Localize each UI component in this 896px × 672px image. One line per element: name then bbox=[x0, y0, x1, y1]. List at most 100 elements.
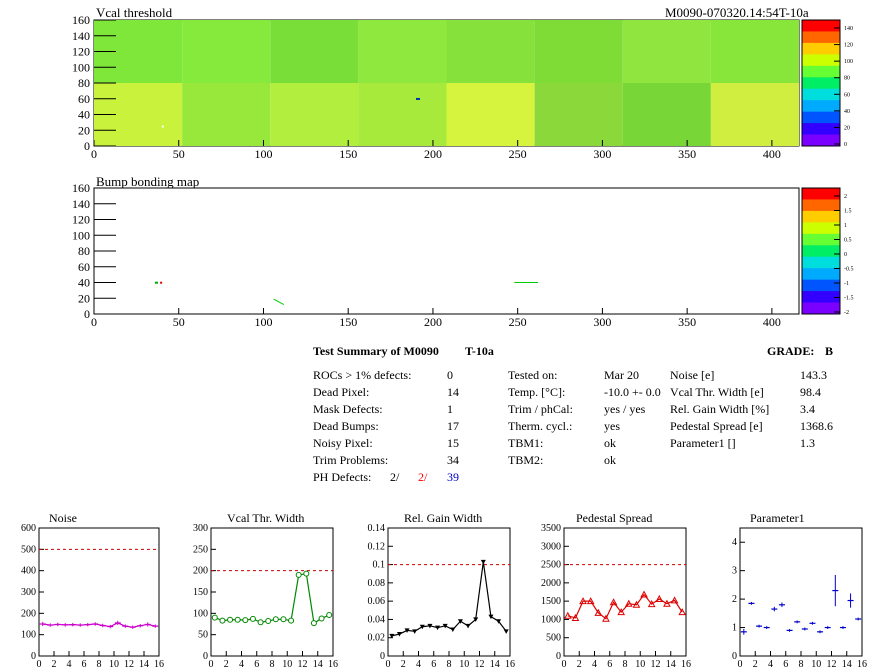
x-tick-label: 2 bbox=[753, 659, 758, 670]
plot-title: Noise bbox=[49, 511, 77, 525]
y-tick-label: 0 bbox=[732, 651, 737, 662]
palette-band bbox=[802, 54, 840, 67]
data-point bbox=[211, 614, 218, 621]
x-tick-label: 8 bbox=[623, 659, 628, 670]
data-point bbox=[450, 627, 456, 632]
data-point bbox=[824, 626, 831, 629]
roc-tile bbox=[446, 20, 535, 83]
roc-tile bbox=[270, 83, 359, 146]
roc-tile bbox=[534, 83, 623, 146]
defect-bump bbox=[160, 281, 163, 284]
data-point bbox=[47, 623, 54, 627]
x-tick-label: 12 bbox=[298, 659, 308, 670]
x-tick-label: 2 bbox=[577, 659, 582, 670]
y-tick-label: 3000 bbox=[541, 541, 561, 552]
plot-title: Rel. Gain Width bbox=[404, 511, 482, 525]
x-tick-label: 6 bbox=[607, 659, 612, 670]
y-tick-label: 160 bbox=[72, 181, 90, 195]
data-point bbox=[640, 590, 648, 598]
y-tick-label: 140 bbox=[72, 29, 90, 43]
x-tick-label: 16 bbox=[154, 659, 164, 670]
data-point bbox=[295, 571, 302, 578]
x-tick-label: 0 bbox=[738, 659, 743, 670]
roc-tile bbox=[182, 20, 271, 83]
y-tick-label: 3500 bbox=[541, 523, 561, 534]
y-tick-label: 0.12 bbox=[368, 541, 386, 552]
y-tick-label: 0.08 bbox=[368, 578, 386, 589]
data-point bbox=[855, 617, 862, 621]
data-point bbox=[129, 625, 136, 629]
x-tick-label: 300 bbox=[593, 147, 611, 161]
x-tick-label: 400 bbox=[763, 147, 781, 161]
data-point bbox=[663, 599, 671, 607]
palette-label: -0.5 bbox=[844, 267, 854, 273]
data-point bbox=[586, 597, 595, 605]
data-point bbox=[39, 621, 46, 627]
palette-band bbox=[802, 31, 840, 44]
x-tick-label: 0 bbox=[37, 659, 42, 670]
x-tick-label: 300 bbox=[593, 315, 611, 329]
plot-title: Vcal Thr. Width bbox=[227, 511, 304, 525]
x-tick-label: 14 bbox=[139, 659, 149, 670]
x-tick-label: 8 bbox=[799, 659, 804, 670]
x-tick-label: 0 bbox=[386, 659, 391, 670]
y-tick-label: 160 bbox=[72, 13, 90, 27]
data-point bbox=[617, 608, 626, 616]
data-point bbox=[503, 629, 509, 634]
data-point bbox=[563, 611, 572, 619]
palette-band bbox=[802, 256, 840, 269]
series-line bbox=[391, 561, 507, 637]
x-tick-label: 2 bbox=[52, 659, 57, 670]
data-point bbox=[678, 608, 687, 616]
y-tick-label: 3 bbox=[732, 566, 737, 577]
y-tick-label: 80 bbox=[78, 244, 90, 258]
roc-tile bbox=[622, 83, 711, 146]
data-point bbox=[442, 623, 448, 629]
data-point bbox=[740, 628, 747, 635]
plot-rel-gain-width: Rel. Gain Width 0 0.02 0.04 0.06 0.08 0.1 0.12 0… bbox=[368, 511, 516, 670]
x-tick-label: 16 bbox=[328, 659, 338, 670]
plot-frame bbox=[38, 527, 160, 657]
palette-frame bbox=[801, 187, 841, 315]
x-tick-label: 10 bbox=[811, 659, 821, 670]
x-tick-label: 8 bbox=[97, 659, 102, 670]
data-point bbox=[318, 615, 325, 622]
x-tick-label: 100 bbox=[254, 315, 272, 329]
data-point bbox=[647, 600, 656, 608]
palette-label: 1 bbox=[844, 223, 847, 229]
data-point bbox=[786, 628, 793, 632]
x-tick-label: 12 bbox=[475, 659, 485, 670]
data-point bbox=[778, 602, 785, 608]
data-point bbox=[265, 618, 272, 625]
data-point bbox=[242, 617, 249, 624]
plot-frame bbox=[387, 527, 511, 657]
palette-band bbox=[802, 302, 840, 315]
x-tick-label: 12 bbox=[651, 659, 661, 670]
defect-bump bbox=[273, 298, 285, 305]
data-point bbox=[234, 616, 241, 623]
defect-pixel bbox=[415, 97, 420, 100]
x-tick-label: 14 bbox=[842, 659, 852, 670]
palette-label: 40 bbox=[844, 109, 850, 115]
y-tick-label: 500 bbox=[546, 633, 561, 644]
data-point bbox=[227, 616, 234, 623]
x-tick-label: 4 bbox=[67, 659, 72, 670]
x-tick-label: 8 bbox=[447, 659, 452, 670]
palette-band bbox=[802, 77, 840, 90]
palette-label: 0 bbox=[844, 142, 847, 148]
data-point bbox=[465, 623, 471, 629]
x-tick-label: 2 bbox=[401, 659, 406, 670]
palette-band bbox=[802, 65, 840, 78]
x-tick-label: 4 bbox=[416, 659, 421, 670]
defect-bump bbox=[155, 281, 159, 284]
x-tick-label: 6 bbox=[82, 659, 87, 670]
y-tick-label: 40 bbox=[78, 108, 90, 122]
data-point bbox=[670, 596, 679, 604]
data-point bbox=[219, 617, 226, 624]
data-point bbox=[571, 613, 580, 621]
data-point bbox=[427, 623, 433, 629]
x-tick-label: 16 bbox=[857, 659, 867, 670]
series-line bbox=[42, 622, 156, 628]
y-tick-label: 0.14 bbox=[368, 523, 386, 534]
data-point bbox=[396, 632, 402, 637]
